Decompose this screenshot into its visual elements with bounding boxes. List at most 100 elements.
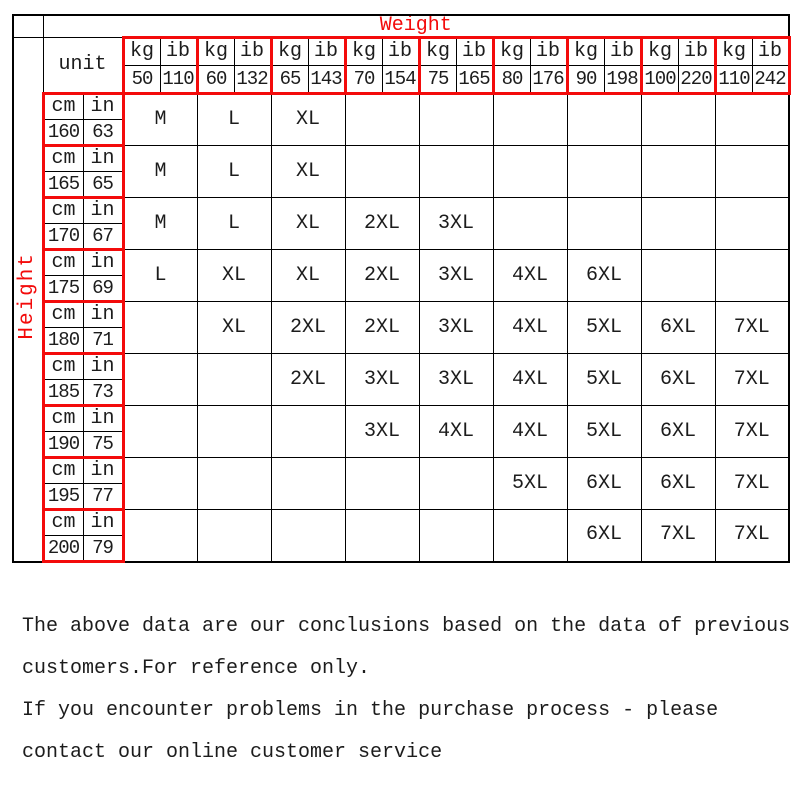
size-cell: L (122, 249, 198, 302)
size-cell (640, 249, 716, 302)
size-cell: 6XL (640, 353, 716, 406)
cm-value-cell: 175 (41, 275, 84, 303)
in-value-cell: 75 (82, 431, 125, 459)
size-cell: XL (270, 197, 346, 250)
in-label-cell: in (82, 196, 125, 224)
size-cell (122, 405, 198, 458)
size-cell (418, 509, 494, 562)
in-value-cell: 73 (82, 379, 125, 407)
size-cell (270, 509, 346, 562)
size-cell: 2XL (344, 197, 420, 250)
in-value-cell: 77 (82, 483, 125, 511)
size-cell (122, 457, 198, 510)
size-cell (714, 249, 790, 302)
size-cell: XL (270, 249, 346, 302)
size-cell (492, 509, 568, 562)
kg-value-cell: 75 (417, 65, 457, 95)
kg-header-cell: kg (343, 36, 383, 66)
kg-value-cell: 70 (343, 65, 383, 95)
size-cell: 6XL (566, 457, 642, 510)
size-chart-table: Weight Height unit kg ib kg ib kg ib kg … (12, 14, 791, 563)
kg-value-cell: 60 (195, 65, 235, 95)
kg-header-cell: kg (121, 36, 161, 66)
cm-value-cell: 170 (41, 223, 84, 251)
size-cell: M (122, 93, 198, 146)
size-cell (492, 197, 568, 250)
size-cell (344, 509, 420, 562)
kg-value-cell: 65 (269, 65, 309, 95)
ib-value-cell: 220 (677, 65, 717, 95)
in-label-cell: in (82, 248, 125, 276)
size-cell (714, 197, 790, 250)
size-cell: XL (270, 93, 346, 146)
ib-header-cell: ib (233, 36, 273, 66)
cm-value-cell: 165 (41, 171, 84, 199)
size-cell (492, 145, 568, 198)
size-cell (196, 353, 272, 406)
kg-header-cell: kg (269, 36, 309, 66)
ib-value-cell: 242 (751, 65, 791, 95)
kg-value-cell: 90 (565, 65, 605, 95)
ib-value-cell: 143 (307, 65, 347, 95)
ib-header-cell: ib (455, 36, 495, 66)
in-label-cell: in (82, 508, 125, 536)
size-cell (640, 93, 716, 146)
size-cell: 3XL (418, 197, 494, 250)
size-cell: 6XL (566, 509, 642, 562)
height-axis-title-cell: Height (12, 37, 44, 562)
size-cell: 4XL (418, 405, 494, 458)
size-cell: 3XL (344, 405, 420, 458)
size-cell: XL (196, 301, 272, 354)
size-cell: 3XL (418, 301, 494, 354)
in-label-cell: in (82, 456, 125, 484)
cm-label-cell: cm (41, 456, 84, 484)
ib-header-cell: ib (529, 36, 569, 66)
cm-label-cell: cm (41, 144, 84, 172)
size-cell (122, 353, 198, 406)
size-cell (344, 457, 420, 510)
size-cell (492, 93, 568, 146)
size-cell: 5XL (566, 301, 642, 354)
cm-label-cell: cm (41, 248, 84, 276)
size-cell (418, 145, 494, 198)
in-value-cell: 67 (82, 223, 125, 251)
ib-header-cell: ib (307, 36, 347, 66)
footer-note: The above data are our conclusions based… (22, 606, 792, 774)
in-label-cell: in (82, 352, 125, 380)
in-label-cell: in (82, 404, 125, 432)
footer-line: If you encounter problems in the purchas… (22, 699, 719, 722)
size-cell (270, 457, 346, 510)
size-cell: 3XL (418, 353, 494, 406)
size-cell (196, 509, 272, 562)
cm-label-cell: cm (41, 508, 84, 536)
size-cell: 2XL (270, 301, 346, 354)
in-value-cell: 65 (82, 171, 125, 199)
cm-label-cell: cm (41, 196, 84, 224)
unit-cell: unit (42, 37, 124, 94)
size-cell: 3XL (418, 249, 494, 302)
cm-label-cell: cm (41, 404, 84, 432)
size-cell: L (196, 145, 272, 198)
size-cell: 7XL (640, 509, 716, 562)
footer-line: contact our online customer service (22, 741, 443, 764)
size-cell: 3XL (344, 353, 420, 406)
size-cell (714, 145, 790, 198)
ib-value-cell: 176 (529, 65, 569, 95)
kg-value-cell: 100 (639, 65, 679, 95)
size-cell: M (122, 197, 198, 250)
ib-header-cell: ib (677, 36, 717, 66)
size-cell: 7XL (714, 509, 790, 562)
kg-header-cell: kg (713, 36, 753, 66)
kg-header-cell: kg (565, 36, 605, 66)
footer-line: The above data are our conclusions based… (22, 615, 791, 638)
cm-value-cell: 195 (41, 483, 84, 511)
size-cell (196, 457, 272, 510)
in-value-cell: 69 (82, 275, 125, 303)
size-cell: 7XL (714, 405, 790, 458)
kg-value-cell: 50 (121, 65, 161, 95)
size-cell (640, 145, 716, 198)
cm-label-cell: cm (41, 300, 84, 328)
kg-value-cell: 110 (713, 65, 753, 95)
size-cell: 7XL (714, 301, 790, 354)
ib-value-cell: 132 (233, 65, 273, 95)
